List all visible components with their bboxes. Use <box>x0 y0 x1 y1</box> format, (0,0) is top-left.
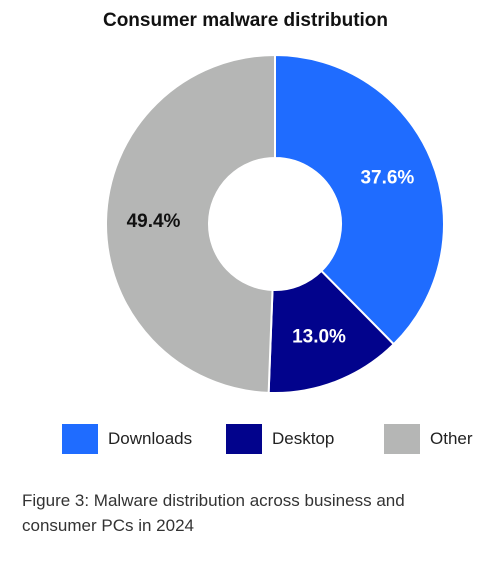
slice-label-downloads: 37.6% <box>360 167 414 188</box>
legend-label-desktop: Desktop <box>272 429 335 448</box>
legend-item-desktop: Desktop <box>226 424 334 454</box>
legend-swatch-downloads <box>62 424 98 454</box>
legend-swatch-desktop <box>226 424 262 454</box>
donut-chart: 37.6% 13.0% 49.4% <box>105 53 445 394</box>
figure-caption: Figure 3: Malware distribution across bu… <box>22 491 405 535</box>
donut-slice-downloads <box>274 53 445 346</box>
chart-legend: Downloads Desktop Other <box>0 424 491 454</box>
donut-slice-other <box>105 53 276 394</box>
slice-label-desktop: 13.0% <box>292 327 346 348</box>
chart-title: Consumer malware distribution <box>102 10 389 31</box>
legend-item-other: Other <box>384 424 473 454</box>
legend-label-other: Other <box>430 429 473 448</box>
legend-swatch-other <box>384 424 420 454</box>
slice-label-other: 49.4% <box>127 211 181 232</box>
legend-label-downloads: Downloads <box>108 429 193 448</box>
legend-item-downloads: Downloads <box>62 424 192 454</box>
donut-slice-desktop <box>267 269 396 394</box>
